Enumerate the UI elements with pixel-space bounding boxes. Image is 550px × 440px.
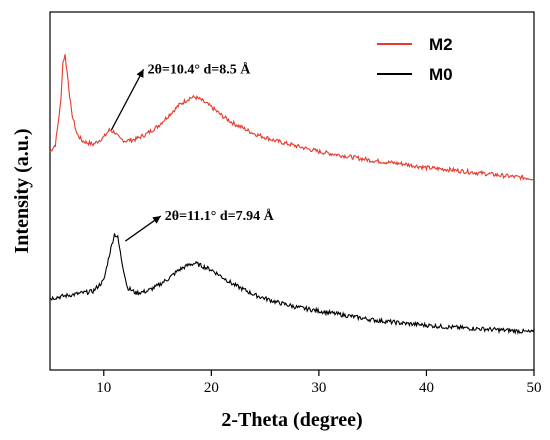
legend-label-m2: M2 xyxy=(429,35,453,54)
annotation-arrow-0 xyxy=(110,68,145,131)
series-line-m0 xyxy=(49,233,535,335)
annotation-arrow-1 xyxy=(124,215,162,242)
x-tick-label-10: 10 xyxy=(96,380,111,396)
x-axis-ticks: 10 20 30 40 50 xyxy=(96,370,542,396)
series-line-m2 xyxy=(49,54,535,182)
y-axis-title: Intensity (a.u.) xyxy=(11,128,33,253)
plot-frame xyxy=(49,11,535,371)
legend: M2 M0 xyxy=(377,35,453,84)
plot-lines xyxy=(49,54,535,335)
x-tick-label-50: 50 xyxy=(527,380,542,396)
annotation-label-0: 2θ=10.4° d=8.5 Å xyxy=(148,61,252,77)
x-tick-label-30: 30 xyxy=(311,380,326,396)
legend-label-m0: M0 xyxy=(429,65,453,84)
x-tick-label-40: 40 xyxy=(419,380,434,396)
annotation-label-1: 2θ=11.1° d=7.94 Å xyxy=(165,208,275,224)
annotations: 2θ=10.4° d=8.5 Å 2θ=11.1° d=7.94 Å xyxy=(110,61,275,242)
x-tick-label-20: 20 xyxy=(204,380,219,396)
x-axis-title: 2-Theta (degree) xyxy=(221,409,362,431)
